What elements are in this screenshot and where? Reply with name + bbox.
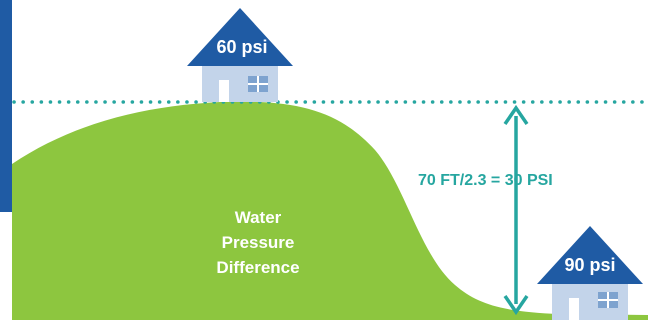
- pressure-formula-label: 70 FT/2.3 = 30 PSI: [418, 172, 553, 189]
- house-top-door: [219, 80, 229, 102]
- hill: [12, 101, 648, 320]
- house-top-pressure-label: 60 psi: [216, 37, 268, 57]
- house-top: [187, 8, 293, 102]
- house-top-window-icon: [248, 76, 268, 92]
- house-bottom-pressure-label: 90 psi: [564, 255, 616, 275]
- hill-label-line-3: Difference: [216, 258, 300, 277]
- house-bottom-door: [569, 298, 579, 320]
- house-top-roof: [187, 8, 293, 66]
- height-arrow: [503, 104, 529, 316]
- house-bottom-window-icon: [598, 292, 618, 308]
- house-bottom: [537, 226, 643, 320]
- house-bottom-roof: [537, 226, 643, 284]
- hill-label-line-1: Water: [234, 208, 282, 227]
- hill-label-line-2: Pressure: [221, 233, 295, 252]
- hill-label: Water Pressure Difference: [203, 205, 313, 280]
- left-edge-bar: [0, 0, 12, 212]
